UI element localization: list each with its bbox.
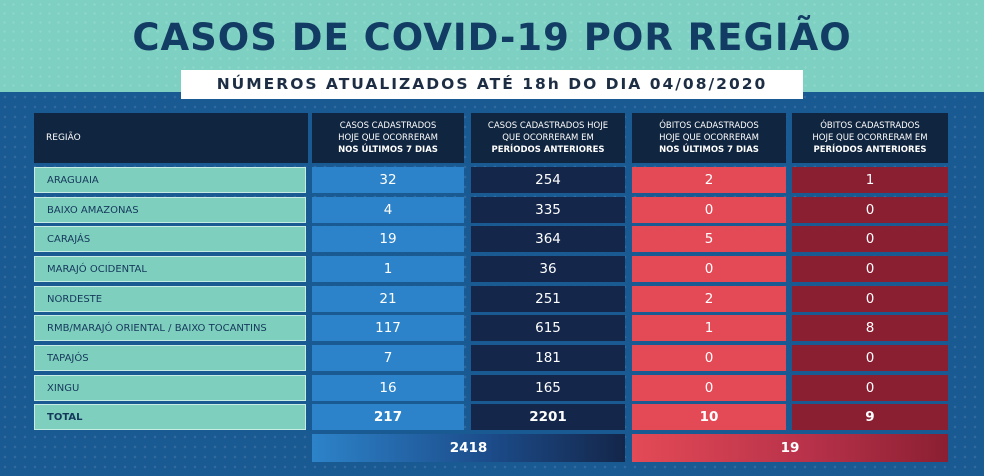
- header-region-label: REGIÃO: [46, 133, 81, 143]
- region-name: CARAJÁS: [34, 226, 306, 252]
- cases-7-days-value: 19: [312, 226, 464, 252]
- header-cases-previous: CASOS CADASTRADOS HOJE QUE OCORRERAM EM …: [471, 113, 625, 163]
- region-name: RMB/MARAJÓ ORIENTAL / BAIXO TOCANTINS: [34, 315, 306, 341]
- deaths-7-days-value: 1: [632, 315, 786, 341]
- page-subtitle: NÚMEROS ATUALIZADOS ATÉ 18h DO DIA 04/08…: [181, 70, 803, 99]
- total-row: TOTAL 217 2201 10 9: [34, 404, 948, 430]
- header-line: HOJE QUE OCORRERAM: [338, 133, 438, 143]
- deaths-previous-value: 1: [792, 167, 948, 193]
- deaths-7-days-value: 0: [632, 256, 786, 282]
- header-line: ÓBITOS CADASTRADOS: [820, 121, 920, 131]
- region-name: MARAJÓ OCIDENTAL: [34, 256, 306, 282]
- cases-7-days-value: 32: [312, 167, 464, 193]
- header-cases-7-days: CASOS CADASTRADOS HOJE QUE OCORRERAM NOS…: [312, 113, 464, 163]
- header-line: QUE OCORRERAM EM: [502, 133, 594, 143]
- region-name: BAIXO AMAZONAS: [34, 197, 306, 223]
- cases-7-days-value: 1: [312, 256, 464, 282]
- header-line: CASOS CADASTRADOS: [339, 121, 437, 131]
- deaths-previous-value: 0: [792, 197, 948, 223]
- deaths-previous-value: 8: [792, 315, 948, 341]
- total-cases-previous: 2201: [471, 404, 625, 430]
- cases-7-days-value: 117: [312, 315, 464, 341]
- cases-previous-value: 181: [471, 345, 625, 371]
- cases-7-days-value: 7: [312, 345, 464, 371]
- total-cases-7-days: 217: [312, 404, 464, 430]
- region-name: NORDESTE: [34, 286, 306, 312]
- deaths-7-days-value: 2: [632, 167, 786, 193]
- region-name: ARAGUAIA: [34, 167, 306, 193]
- region-name: XINGU: [34, 375, 306, 401]
- cases-previous-value: 254: [471, 167, 625, 193]
- cases-previous-value: 364: [471, 226, 625, 252]
- table-row: ARAGUAIA 32 254 2 1: [34, 167, 948, 193]
- table-row: NORDESTE 21 251 2 0: [34, 286, 948, 312]
- deaths-7-days-value: 0: [632, 197, 786, 223]
- deaths-previous-value: 0: [792, 256, 948, 282]
- total-label: TOTAL: [34, 404, 306, 430]
- deaths-previous-value: 0: [792, 375, 948, 401]
- cases-previous-value: 615: [471, 315, 625, 341]
- header-deaths-previous: ÓBITOS CADASTRADOS HOJE QUE OCORRERAM EM…: [792, 113, 948, 163]
- header-line-bold: PERÍODOS ANTERIORES: [491, 145, 605, 155]
- region-name: TAPAJÓS: [34, 345, 306, 371]
- deaths-previous-value: 0: [792, 286, 948, 312]
- cases-previous-value: 165: [471, 375, 625, 401]
- cases-previous-value: 251: [471, 286, 625, 312]
- header-line: ÓBITOS CADASTRADOS: [659, 121, 759, 131]
- deaths-previous-value: 0: [792, 345, 948, 371]
- table-row: BAIXO AMAZONAS 4 335 0 0: [34, 197, 948, 223]
- deaths-7-days-value: 2: [632, 286, 786, 312]
- header-deaths-7-days: ÓBITOS CADASTRADOS HOJE QUE OCORRERAM NO…: [632, 113, 786, 163]
- cases-previous-value: 335: [471, 197, 625, 223]
- table-row: XINGU 16 165 0 0: [34, 375, 948, 401]
- cases-previous-value: 36: [471, 256, 625, 282]
- total-deaths-previous: 9: [792, 404, 948, 430]
- table-row: MARAJÓ OCIDENTAL 1 36 0 0: [34, 256, 948, 282]
- header-line-bold: NOS ÚLTIMOS 7 DIAS: [659, 145, 759, 155]
- table-row: RMB/MARAJÓ ORIENTAL / BAIXO TOCANTINS 11…: [34, 315, 948, 341]
- cases-7-days-value: 16: [312, 375, 464, 401]
- header-line-bold: PERÍODOS ANTERIORES: [813, 145, 927, 155]
- header-line: CASOS CADASTRADOS HOJE: [487, 121, 609, 131]
- header-line: HOJE QUE OCORRERAM EM: [812, 133, 928, 143]
- cases-7-days-value: 4: [312, 197, 464, 223]
- table-row: TAPAJÓS 7 181 0 0: [34, 345, 948, 371]
- header-region: REGIÃO: [34, 113, 308, 163]
- deaths-7-days-value: 0: [632, 375, 786, 401]
- grand-total-cases: 2418: [312, 434, 625, 462]
- header-line-bold: NOS ÚLTIMOS 7 DIAS: [338, 145, 438, 155]
- deaths-previous-value: 0: [792, 226, 948, 252]
- cases-7-days-value: 21: [312, 286, 464, 312]
- deaths-7-days-value: 5: [632, 226, 786, 252]
- header-line: HOJE QUE OCORRERAM: [659, 133, 759, 143]
- grand-total-deaths: 19: [632, 434, 948, 462]
- deaths-7-days-value: 0: [632, 345, 786, 371]
- table-row: CARAJÁS 19 364 5 0: [34, 226, 948, 252]
- total-deaths-7-days: 10: [632, 404, 786, 430]
- page-title: CASOS DE COVID-19 POR REGIÃO: [132, 16, 852, 59]
